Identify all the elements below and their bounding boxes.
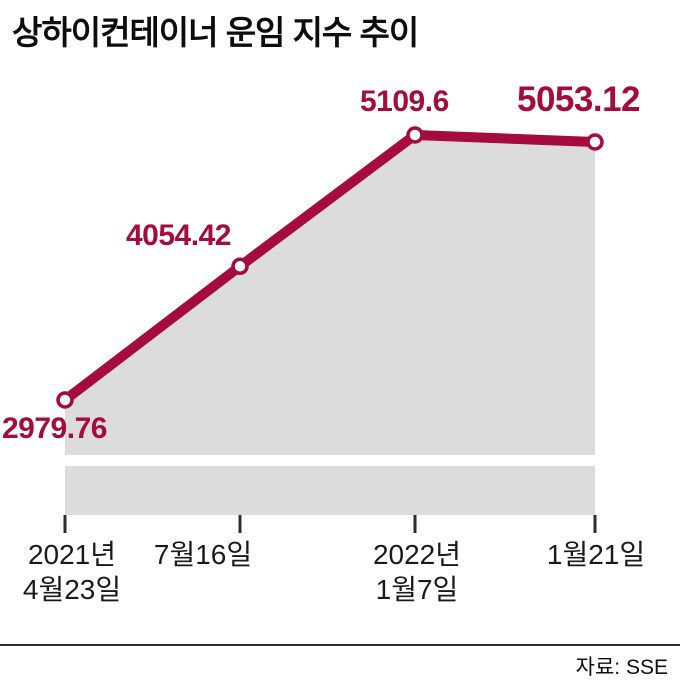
footer-divider xyxy=(0,644,680,646)
x-tick-label-3-line-2: 1월7일 xyxy=(375,574,459,605)
axis-band xyxy=(65,466,595,515)
source-label: 자료: SSE xyxy=(575,656,668,679)
data-point-marker xyxy=(406,126,424,144)
data-label-2022-01-21: 5053.12 xyxy=(517,80,641,119)
x-tick-label-4-line-1: 1월21일 xyxy=(546,539,646,570)
data-label-2021-07-16: 4054.42 xyxy=(126,219,231,252)
x-tick-label-3: 2022년 1월7일 xyxy=(350,537,484,607)
x-tick-label-2-line-1: 7월16일 xyxy=(153,539,253,570)
data-point-marker xyxy=(56,391,74,409)
x-tick-label-2: 7월16일 xyxy=(143,537,263,572)
data-label-2021-04-23: 2979.76 xyxy=(2,412,107,445)
data-point-marker xyxy=(231,257,249,276)
x-tick-label-1-line-2: 4월23일 xyxy=(22,574,122,605)
page-title: 상하이컨테이너 운임 지수 추이 xyxy=(12,14,419,51)
x-tick-label-1-line-1: 2021년 xyxy=(27,539,117,570)
x-tick-label-3-line-1: 2022년 xyxy=(372,539,462,570)
x-tick-label-4: 1월21일 xyxy=(536,537,656,572)
area-fill xyxy=(65,135,595,455)
data-label-2022-01-07: 5109.6 xyxy=(360,85,449,118)
x-axis-tick xyxy=(238,515,242,533)
x-tick-label-1: 2021년 4월23일 xyxy=(6,537,138,607)
data-point-marker xyxy=(586,133,604,151)
x-axis-tick xyxy=(413,515,417,533)
data-line xyxy=(60,130,600,405)
x-axis-tick xyxy=(593,515,597,533)
x-axis-tick xyxy=(63,515,67,533)
